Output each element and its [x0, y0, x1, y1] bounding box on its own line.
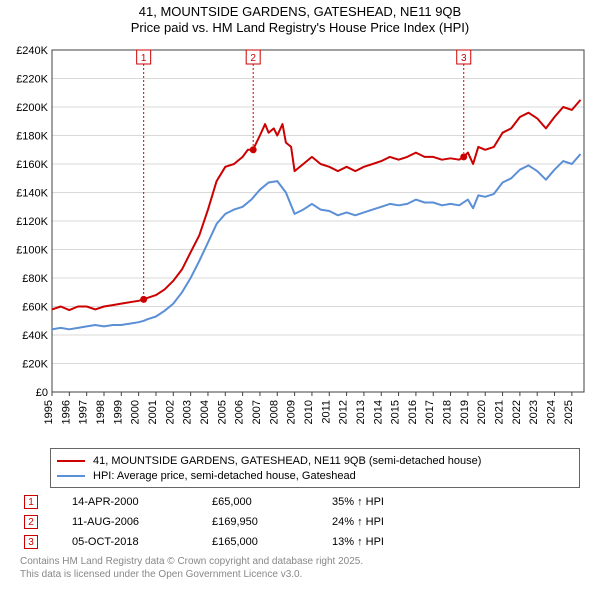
transaction-date: 14-APR-2000 — [72, 496, 212, 508]
marker-number-box: 3 — [24, 535, 38, 549]
svg-text:£20K: £20K — [22, 359, 48, 371]
svg-text:£180K: £180K — [16, 131, 48, 143]
svg-text:2007: 2007 — [251, 400, 263, 424]
svg-text:2000: 2000 — [130, 400, 142, 424]
svg-text:2008: 2008 — [268, 400, 280, 424]
svg-text:2018: 2018 — [442, 400, 454, 424]
legend-label: 41, MOUNTSIDE GARDENS, GATESHEAD, NE11 9… — [93, 455, 481, 467]
svg-text:1998: 1998 — [95, 400, 107, 424]
svg-text:2021: 2021 — [494, 400, 506, 424]
svg-text:£220K: £220K — [16, 74, 48, 86]
footer-line-1: Contains HM Land Registry data © Crown c… — [20, 556, 363, 569]
table-row: 3 05-OCT-2018 £165,000 13% ↑ HPI — [20, 532, 580, 552]
svg-text:2024: 2024 — [546, 400, 558, 424]
footer-line-2: This data is licensed under the Open Gov… — [20, 569, 363, 582]
svg-text:2012: 2012 — [338, 400, 350, 424]
legend-row: HPI: Average price, semi-detached house,… — [57, 468, 573, 483]
svg-text:2004: 2004 — [199, 400, 211, 424]
svg-text:2003: 2003 — [182, 400, 194, 424]
svg-text:1999: 1999 — [112, 400, 124, 424]
svg-text:1: 1 — [141, 53, 147, 64]
legend-swatch — [57, 475, 85, 477]
svg-text:2022: 2022 — [511, 400, 523, 424]
svg-text:1997: 1997 — [78, 400, 90, 424]
svg-text:2017: 2017 — [424, 400, 436, 424]
table-row: 1 14-APR-2000 £65,000 35% ↑ HPI — [20, 492, 580, 512]
legend-row: 41, MOUNTSIDE GARDENS, GATESHEAD, NE11 9… — [57, 453, 573, 468]
chart-area: £0 £20K £40K £60K £80K £100K £120K £140K £160K £1… — [8, 42, 592, 440]
title-block: 41, MOUNTSIDE GARDENS, GATESHEAD, NE11 9… — [0, 0, 600, 37]
legend-box: 41, MOUNTSIDE GARDENS, GATESHEAD, NE11 9… — [50, 448, 580, 488]
svg-text:2014: 2014 — [372, 400, 384, 424]
transaction-hpi-pct: 24% ↑ HPI — [332, 516, 452, 528]
svg-text:£0: £0 — [36, 387, 48, 399]
transaction-date: 05-OCT-2018 — [72, 536, 212, 548]
transaction-price: £165,000 — [212, 536, 332, 548]
svg-text:2016: 2016 — [407, 400, 419, 424]
svg-text:£80K: £80K — [22, 273, 48, 285]
svg-text:£60K: £60K — [22, 302, 48, 314]
svg-text:2002: 2002 — [164, 400, 176, 424]
svg-text:£200K: £200K — [16, 102, 48, 114]
marker-number-box: 2 — [24, 515, 38, 529]
transaction-price: £65,000 — [212, 496, 332, 508]
svg-text:2001: 2001 — [147, 400, 159, 424]
table-row: 2 11-AUG-2006 £169,950 24% ↑ HPI — [20, 512, 580, 532]
svg-text:£120K: £120K — [16, 216, 48, 228]
title-line-1: 41, MOUNTSIDE GARDENS, GATESHEAD, NE11 9… — [0, 4, 600, 20]
svg-text:1995: 1995 — [43, 400, 55, 424]
legend-label: HPI: Average price, semi-detached house,… — [93, 470, 356, 482]
footer-attribution: Contains HM Land Registry data © Crown c… — [20, 556, 363, 581]
svg-text:2015: 2015 — [390, 400, 402, 424]
svg-text:£160K: £160K — [16, 159, 48, 171]
svg-text:1996: 1996 — [60, 400, 72, 424]
svg-text:2025: 2025 — [563, 400, 575, 424]
svg-text:2020: 2020 — [476, 400, 488, 424]
svg-text:2023: 2023 — [528, 400, 540, 424]
svg-text:2011: 2011 — [320, 400, 332, 424]
title-line-2: Price paid vs. HM Land Registry's House … — [0, 20, 600, 36]
svg-text:2: 2 — [250, 53, 256, 64]
svg-text:2009: 2009 — [286, 400, 298, 424]
transaction-price: £169,950 — [212, 516, 332, 528]
transaction-hpi-pct: 35% ↑ HPI — [332, 496, 452, 508]
line-chart-svg: £0 £20K £40K £60K £80K £100K £120K £140K £160K £1… — [8, 42, 592, 440]
svg-text:3: 3 — [461, 53, 467, 64]
svg-text:£140K: £140K — [16, 188, 48, 200]
transaction-hpi-pct: 13% ↑ HPI — [332, 536, 452, 548]
svg-text:2013: 2013 — [355, 400, 367, 424]
transactions-table: 1 14-APR-2000 £65,000 35% ↑ HPI 2 11-AUG… — [20, 492, 580, 552]
chart-container: 41, MOUNTSIDE GARDENS, GATESHEAD, NE11 9… — [0, 0, 600, 590]
svg-text:£240K: £240K — [16, 45, 48, 57]
svg-text:2019: 2019 — [459, 400, 471, 424]
svg-text:£40K: £40K — [22, 330, 48, 342]
svg-text:2010: 2010 — [303, 400, 315, 424]
svg-text:2006: 2006 — [234, 400, 246, 424]
svg-text:£100K: £100K — [16, 245, 48, 257]
svg-text:2005: 2005 — [216, 400, 228, 424]
legend-swatch — [57, 460, 85, 462]
transaction-date: 11-AUG-2006 — [72, 516, 212, 528]
marker-number-box: 1 — [24, 495, 38, 509]
